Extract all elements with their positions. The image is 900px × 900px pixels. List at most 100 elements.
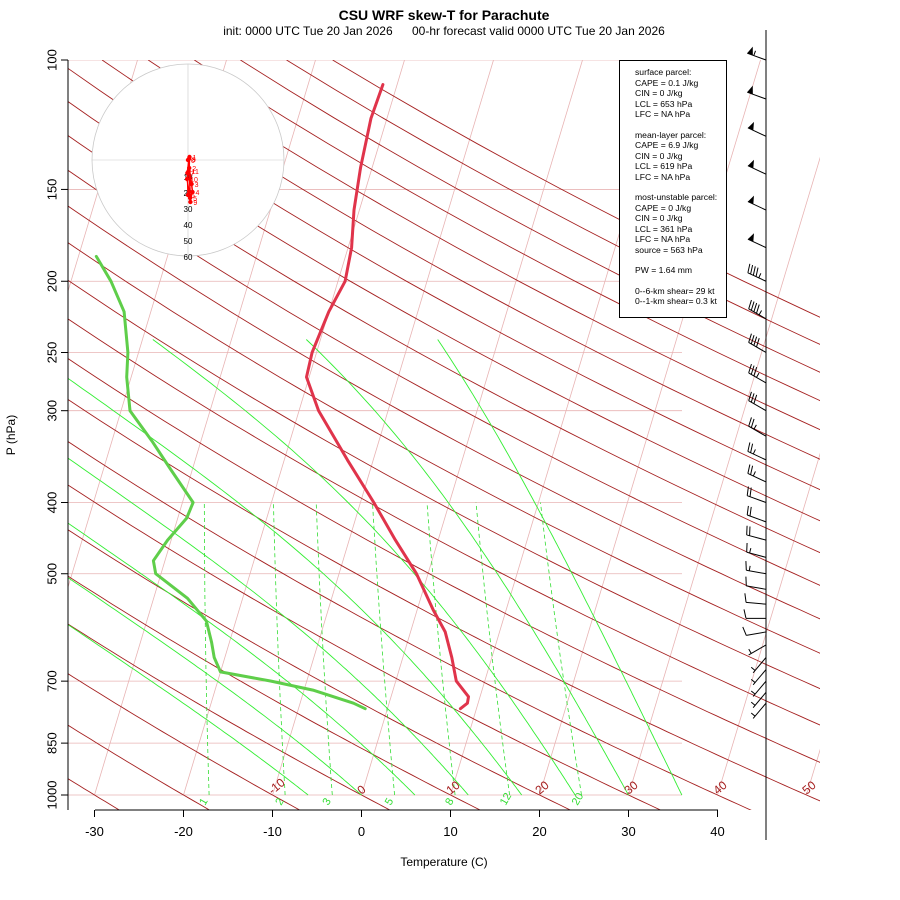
chart-subtitle: init: 0000 UTC Tue 20 Jan 2026 00-hr for… — [0, 24, 888, 38]
mixing-ratio-label: 1 — [197, 796, 210, 807]
x-tick-label: 30 — [621, 824, 635, 839]
hodograph-point-label: 9 — [193, 200, 197, 207]
ml-header: mean-layer parcel: — [635, 129, 707, 140]
mixing-ratio-label: 12 — [498, 791, 515, 808]
y-tick-label: 200 — [45, 270, 60, 292]
moist-adiabat — [305, 339, 629, 796]
wind-barb — [746, 542, 767, 558]
barb-staff — [746, 585, 767, 590]
valid-time: 00-hr forecast valid 0000 UTC Tue 20 Jan… — [411, 24, 665, 38]
moist-adiabat — [68, 377, 523, 796]
wind-barb — [750, 657, 767, 674]
dry-adiabat — [68, 134, 820, 554]
isotherm-label: 40 — [710, 778, 729, 798]
hodograph-ring-label: 40 — [184, 221, 193, 230]
barb-full — [750, 465, 754, 475]
dry-adiabat — [101, 60, 820, 460]
hodograph-ring-label: 60 — [184, 253, 193, 262]
isotherm-line — [361, 60, 583, 796]
mu-cape: CAPE = 0 J/kg — [635, 202, 692, 213]
wind-barb — [742, 626, 767, 636]
hodograph-point — [186, 168, 191, 174]
hodograph: 10203040506001234567891011 — [91, 63, 285, 262]
ml-cin: CIN = 0 J/kg — [635, 150, 683, 161]
mu-lfc: LFC = NA hPa — [635, 234, 691, 244]
barb-half — [758, 273, 762, 279]
y-tick-label: 850 — [45, 732, 60, 754]
wind-barb — [750, 680, 767, 697]
barb-full — [746, 505, 749, 516]
hodograph-point-label: 10 — [190, 177, 198, 184]
barb-half — [750, 712, 756, 717]
barb-full — [748, 417, 752, 427]
ml-lfc: LFC = NA hPa — [635, 171, 691, 182]
barb-pennant — [747, 233, 754, 242]
hodograph-ring-label: 50 — [184, 237, 193, 246]
x-tick-label: 0 — [358, 824, 365, 839]
hodograph-point-label: 0 — [191, 158, 195, 165]
barb-full — [747, 263, 751, 273]
mixing-ratio-label: 8 — [443, 796, 456, 807]
hodograph-point — [184, 176, 190, 182]
isotherm-line — [717, 452, 820, 796]
barb-full — [750, 301, 755, 311]
dry-adiabat — [147, 60, 820, 431]
barb-full — [753, 394, 758, 404]
dry-adiabat — [68, 358, 820, 763]
isotherm-line — [272, 60, 494, 796]
hodograph-point-label: 4 — [196, 190, 200, 197]
barb-full — [750, 335, 755, 345]
barb-full — [752, 266, 756, 276]
y-axis-label: P (hPa) — [4, 414, 18, 456]
hodograph-point-label: 7 — [190, 171, 194, 178]
parcel-info-box: surface parcel: CAPE = 0.1 J/kg CIN = 0 … — [619, 60, 727, 318]
barb-full — [748, 333, 752, 343]
moist-adiabat — [68, 624, 309, 796]
mixing-ratio-label: 2 — [273, 796, 286, 807]
wind-barb — [747, 159, 767, 175]
barb-pennant — [747, 46, 753, 56]
surface-cape: CAPE = 0.1 J/kg — [635, 77, 699, 88]
dry-adiabat — [68, 169, 820, 586]
dry-adiabat — [68, 100, 820, 522]
barb-staff — [747, 450, 767, 461]
hodograph-point — [190, 189, 195, 195]
mixing-ratio-line — [540, 502, 582, 796]
barb-staff — [748, 425, 767, 437]
barb-half — [750, 666, 756, 671]
barb-half — [749, 548, 752, 554]
hodograph-point-label: 5 — [193, 196, 197, 203]
y-tick-label: 250 — [45, 342, 60, 364]
barb-staff — [748, 372, 767, 384]
barb-staff — [748, 342, 767, 353]
dry-adiabat — [332, 60, 820, 318]
barb-pennant — [747, 85, 753, 95]
wind-barb — [746, 525, 767, 541]
barb-full — [748, 391, 752, 401]
hodograph-point-label: 6 — [191, 193, 195, 200]
y-tick-label: 700 — [45, 670, 60, 692]
barb-staff — [748, 400, 767, 412]
barb-full — [749, 506, 752, 517]
x-tick-label: 40 — [710, 824, 724, 839]
profile-layer — [94, 83, 470, 711]
y-tick-label: 100 — [45, 49, 60, 71]
isotherm-label: 30 — [621, 778, 640, 798]
wind-barb — [747, 263, 767, 282]
x-tick-label: -20 — [174, 824, 193, 839]
wind-barb — [748, 417, 767, 437]
mixing-ratio-line — [203, 502, 210, 796]
isotherm-line — [806, 748, 820, 796]
wind-barb — [748, 333, 767, 353]
mixing-ratio-line — [475, 502, 510, 796]
dry-adiabat — [68, 724, 211, 810]
dry-adiabat — [68, 318, 820, 726]
barb-half — [750, 701, 756, 706]
barb-full — [755, 304, 760, 314]
isotherm-labels: -10 0 10 20 30 40 50 — [265, 775, 818, 797]
hodograph-point-label: 2 — [192, 166, 196, 173]
barb-staff — [748, 644, 767, 656]
dry-adiabat — [68, 242, 820, 654]
moist-adiabat — [68, 522, 416, 796]
